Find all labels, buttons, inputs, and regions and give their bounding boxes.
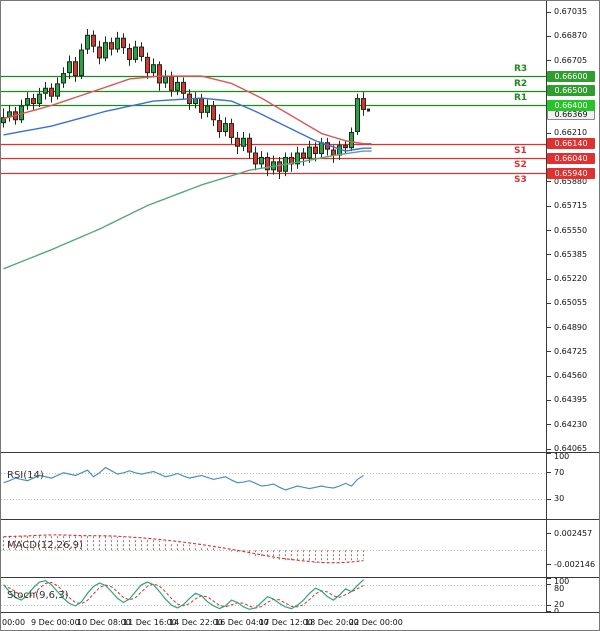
time-tick-label: 18 Dec 20:00 [305, 618, 359, 627]
price-tick-label: 0.66870 [554, 31, 588, 41]
rsi-chart-canvas[interactable] [1, 453, 546, 519]
price-tick-label: 0.64065 [554, 444, 588, 454]
rsi-axis: 100 70 30 [546, 453, 599, 520]
rsi-tickmark [547, 453, 551, 454]
level-label-s1: S1 [514, 145, 527, 156]
time-tick-label: 10 Dec 08:00 [77, 618, 131, 627]
rsi-tickmark [547, 498, 551, 500]
stoch-tickmark [547, 611, 551, 612]
price-tickmark [547, 60, 551, 62]
level-badge-r1: 0.66400 [547, 99, 595, 111]
price-tick-label: 0.66705 [554, 55, 588, 65]
stoch-tickmark [547, 578, 551, 579]
macd-indicator-label: MACD(12,26,9) [7, 540, 83, 551]
price-panel: R3 R2 R1 S1 S2 S3 [1, 1, 546, 453]
rsi-indicator-label: RSI(14) [7, 470, 44, 481]
stoch-tick-label: 0 [554, 607, 560, 617]
macd-panel: MACD(12,26,9) [1, 520, 546, 578]
rsi-tick-label: 30 [554, 494, 565, 504]
price-tick-label: 0.64395 [554, 395, 588, 405]
price-tick-label: 0.65385 [554, 249, 588, 259]
price-tickmark [547, 11, 551, 13]
price-tickmark [547, 327, 551, 329]
price-tick-label: 0.64725 [554, 346, 588, 356]
level-label-s3: S3 [514, 175, 527, 186]
level-label-r1: R1 [514, 93, 528, 104]
price-tickmark [547, 278, 551, 280]
stochastic-panel: Stoch(9,6,3) [1, 578, 546, 613]
stoch-tickmark [547, 584, 551, 586]
price-tick-label: 0.67035 [554, 7, 588, 17]
price-tickmark [547, 230, 551, 232]
level-badge-s1: 0.66140 [547, 138, 595, 150]
price-tickmark [547, 132, 551, 134]
stoch-tickmark [547, 604, 551, 606]
rsi-tick-label: 100 [554, 452, 570, 461]
stoch-tick-label: 80 [554, 584, 565, 593]
stoch-tick-label: 20 [554, 600, 565, 610]
price-tickmark [547, 351, 551, 353]
stoch-tick-label: 100 [554, 577, 570, 586]
level-badge-s2: 0.66040 [547, 152, 595, 164]
time-tick-label: 22 Dec 00:00 [349, 618, 403, 627]
level-label-r3: R3 [514, 64, 528, 75]
level-badge-r2: 0.66500 [547, 85, 595, 97]
price-tick-label: 0.64890 [554, 322, 588, 332]
price-tickmark [547, 35, 551, 37]
price-tick-label: 0.64560 [554, 371, 588, 381]
time-axis: 00:00 9 Dec 00:00 10 Dec 08:00 11 Dec 16:00… [1, 613, 599, 630]
level-label-s2: S2 [514, 160, 527, 171]
price-tickmark [547, 399, 551, 401]
price-tickmark [547, 375, 551, 377]
rsi-tickmark [547, 472, 551, 474]
time-tick-label: 17 Dec 12:00 [259, 618, 313, 627]
price-tick-label: 0.66210 [554, 128, 588, 138]
macd-tickmark [547, 533, 551, 535]
level-badge-s3: 0.65940 [547, 167, 595, 179]
price-tick-label: 0.65550 [554, 225, 588, 235]
macd-chart-canvas[interactable] [1, 520, 546, 577]
time-tick-label: 14 Dec 22:00 [169, 618, 223, 627]
price-tickmark [547, 448, 551, 450]
stochastic-chart-canvas[interactable] [1, 578, 546, 612]
time-tick-label: 16 Dec 04:00 [215, 618, 269, 627]
price-tickmark [547, 205, 551, 207]
stochastic-axis: 100 80 20 0 [546, 577, 599, 617]
macd-axis: 0.002457 -0.002146 [546, 520, 599, 578]
macd-tick-label: 0.002457 [554, 528, 593, 538]
time-tick-label: 00:00 [2, 618, 26, 627]
level-badge-r3: 0.66600 [547, 70, 595, 82]
price-tick-label: 0.65880 [554, 176, 588, 186]
price-tickmark [547, 181, 551, 183]
time-tick-label: 9 Dec 00:00 [31, 618, 80, 627]
candlestick-chart-canvas[interactable] [1, 1, 546, 452]
price-tick-label: 0.65715 [554, 201, 588, 211]
stochastic-indicator-label: Stoch(9,6,3) [7, 590, 69, 601]
rsi-panel: RSI(14) [1, 453, 546, 520]
rsi-tick-label: 70 [554, 467, 565, 477]
price-tickmark [547, 302, 551, 304]
price-tick-label: 0.64230 [554, 419, 588, 429]
price-tickmark [547, 424, 551, 426]
macd-tick-label: -0.002146 [554, 559, 596, 569]
price-axis: 0.67035 0.66870 0.66705 0.66210 0.65880 0.657… [546, 1, 599, 453]
time-tick-label: 11 Dec 16:00 [123, 618, 177, 627]
macd-tickmark [547, 564, 551, 566]
price-tick-label: 0.65220 [554, 274, 588, 284]
level-label-r2: R2 [514, 78, 528, 89]
price-tickmark [547, 254, 551, 256]
price-tick-label: 0.65055 [554, 298, 588, 308]
